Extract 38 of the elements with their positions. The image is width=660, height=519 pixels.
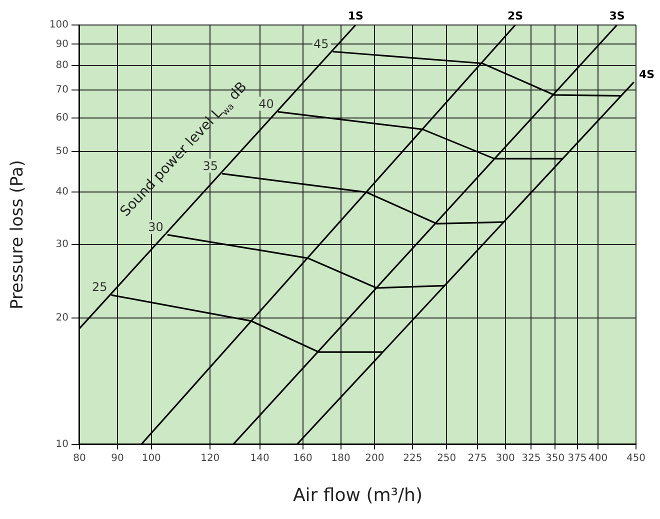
x-tick-label: 225 xyxy=(403,452,422,464)
y-tick-label: 90 xyxy=(56,38,68,50)
y-tick-label: 20 xyxy=(56,312,68,324)
x-tick-label: 80 xyxy=(73,452,86,464)
x-tick-label: 450 xyxy=(626,452,646,464)
y-tick-label: 50 xyxy=(56,146,68,157)
y-tick-label: 80 xyxy=(56,60,68,72)
series-label: 40 xyxy=(258,96,274,111)
x-tick-label: 120 xyxy=(200,452,220,464)
x-tick-label: 275 xyxy=(468,452,487,464)
series-label: 25 xyxy=(92,280,108,294)
series-label: 30 xyxy=(148,220,164,234)
y-tick-label: 30 xyxy=(56,238,68,250)
x-tick-label: 180 xyxy=(331,452,350,464)
x-tick-label: 300 xyxy=(496,452,515,464)
y-tick-label: 10 xyxy=(56,438,68,450)
x-tick-label: 325 xyxy=(522,452,541,464)
y-tick-label: 40 xyxy=(56,186,68,198)
y-tick-label: 70 xyxy=(56,84,68,96)
series-label: 35 xyxy=(202,158,218,173)
y-tick-label: 60 xyxy=(56,112,68,124)
series-label: 1S xyxy=(348,9,364,22)
x-tick-label: 100 xyxy=(142,452,161,464)
x-tick-label: 400 xyxy=(588,452,608,464)
x-tick-label: 375 xyxy=(568,452,587,464)
series-label: 45 xyxy=(314,36,329,51)
x-tick-label: 140 xyxy=(250,452,270,464)
x-tick-label: 90 xyxy=(111,452,124,464)
y-tick-label: 100 xyxy=(49,20,68,31)
x-tick-label: 350 xyxy=(545,452,565,464)
y-axis-title: Pressure loss (Pa) xyxy=(8,160,28,310)
x-axis-title: Air flow (m³/h) xyxy=(292,484,422,506)
series-label: 2S xyxy=(508,9,524,22)
x-tick-label: 250 xyxy=(437,452,456,464)
x-tick-label: 200 xyxy=(365,452,384,464)
series-label: 3S xyxy=(609,9,625,22)
series-label: 4S xyxy=(639,68,655,81)
x-tick-label: 160 xyxy=(293,452,312,464)
